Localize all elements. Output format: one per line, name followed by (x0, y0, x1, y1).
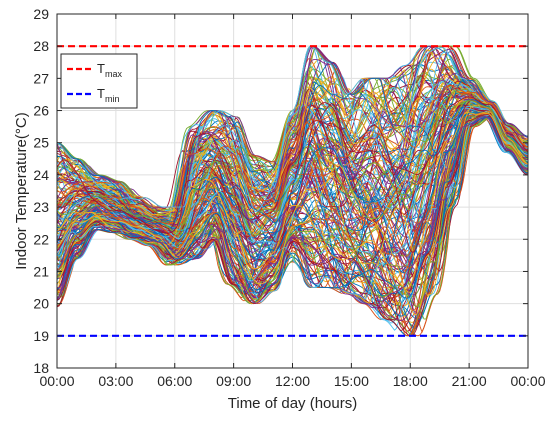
temperature-series-line (57, 45, 528, 208)
y-tick-label: 20 (33, 296, 49, 312)
temperature-series-line (57, 114, 528, 287)
temperature-series-line (57, 99, 528, 230)
temperature-series-line (57, 84, 528, 225)
temperature-series-line (57, 111, 528, 289)
x-tick-label: 03:00 (98, 373, 133, 389)
y-tick-label: 18 (33, 360, 49, 376)
temperature-series-line (57, 77, 528, 235)
y-tick-label: 22 (33, 231, 49, 247)
temperature-series-line (57, 99, 528, 230)
tick-labels: 00:00 03:00 06:00 09:00 12:00 15:00 18:00 21:00… (33, 6, 545, 389)
temperature-series-line (57, 100, 528, 236)
legend-box (60, 53, 138, 109)
legend-label-tmax: Tmax (97, 61, 122, 79)
temperature-series-group (57, 45, 528, 337)
temperature-series-line (57, 108, 528, 235)
temperature-series-line (57, 114, 528, 296)
temperature-series-line (57, 116, 528, 299)
temperature-series-line (57, 113, 528, 337)
y-tick-label: 25 (33, 135, 49, 151)
legend-label-tmin: Tmin (97, 86, 119, 104)
x-axis-title: Time of day (hours) (228, 395, 358, 412)
y-tick-label: 19 (33, 328, 49, 344)
temperature-series-line (57, 115, 528, 308)
temperature-series-line (57, 45, 528, 212)
y-tick-label: 24 (33, 167, 49, 183)
y-axis-title: Indoor Temperature(°C) (13, 112, 30, 269)
x-tick-label: 06:00 (157, 373, 192, 389)
x-tick-label: 18:00 (393, 373, 428, 389)
x-tick-label: 12:00 (275, 373, 310, 389)
temperature-series-line (57, 45, 528, 209)
y-tick-label: 28 (33, 38, 49, 54)
y-tick-label: 23 (33, 199, 49, 215)
x-tick-label: 21:00 (452, 373, 487, 389)
x-tick-label: 15:00 (334, 373, 369, 389)
temperature-series-line (57, 98, 528, 244)
y-tick-label: 29 (33, 6, 49, 22)
x-tick-label: 09:00 (216, 373, 251, 389)
y-tick-label: 21 (33, 263, 49, 279)
temperature-series-line (57, 104, 528, 316)
x-tick-label: 00:00 (39, 373, 74, 389)
temperature-series-line (57, 114, 528, 298)
legend: Tmax Tmin (60, 53, 138, 109)
temperature-series-line (57, 58, 528, 209)
y-tick-label: 27 (33, 70, 49, 86)
temperature-series-line (57, 96, 528, 253)
axes (56, 13, 529, 369)
reference-lines (57, 45, 528, 337)
temperature-series-line (57, 82, 528, 231)
temperature-series-line (57, 57, 528, 215)
x-tick-label: 00:00 (510, 373, 545, 389)
temperature-series-line (57, 98, 528, 236)
y-tick-label: 26 (33, 103, 49, 119)
